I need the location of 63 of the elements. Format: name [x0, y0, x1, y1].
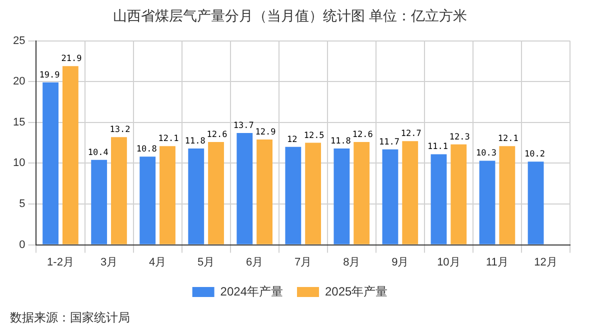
data-label: 10.4 — [88, 148, 108, 158]
data-label: 11.8 — [330, 136, 351, 146]
bar — [160, 146, 176, 244]
bar — [528, 162, 544, 244]
data-label: 19.9 — [39, 70, 60, 80]
data-label: 12.9 — [255, 127, 276, 138]
data-label: 13.7 — [233, 120, 254, 131]
bar — [450, 144, 467, 244]
bar — [236, 133, 253, 244]
data-label: 12.6 — [352, 130, 373, 140]
data-label: 12.7 — [400, 129, 422, 140]
source-note: 数据来源：国家统计局 — [10, 310, 130, 324]
bar — [111, 137, 127, 244]
x-tick-label: 8月 — [343, 256, 360, 268]
x-tick-label: 11月 — [486, 256, 508, 268]
bar — [354, 142, 370, 244]
x-tick-label: 10月 — [437, 256, 460, 268]
x-tick-label: 7月 — [294, 256, 312, 268]
data-label: 21.9 — [61, 54, 82, 64]
data-label: 11.1 — [428, 142, 448, 152]
data-label: 12.3 — [449, 132, 470, 142]
legend-label: 2025年产量 — [325, 284, 388, 298]
x-tick-label: 1-2月 — [47, 256, 74, 268]
x-tick-label: 5月 — [198, 256, 215, 268]
bar — [382, 149, 398, 244]
data-label: 10.8 — [136, 144, 157, 155]
chart-title: 山西省煤层气产量分月（当月值）统计图 单位：亿立方米 — [113, 7, 467, 24]
x-tick-label: 6月 — [246, 256, 264, 268]
bar — [140, 156, 156, 244]
bar — [256, 140, 272, 244]
bar — [430, 154, 447, 244]
x-tick-label: 3月 — [100, 256, 118, 268]
data-label: 12.1 — [498, 134, 518, 144]
bar — [479, 160, 496, 244]
bar — [42, 82, 59, 244]
data-label: 12.5 — [304, 130, 324, 141]
bar — [285, 146, 302, 244]
data-label: 13.2 — [110, 125, 130, 136]
bar — [188, 148, 204, 244]
y-tick-label: 25 — [12, 34, 26, 47]
y-tick-label: 5 — [19, 198, 26, 210]
data-label: 12 — [287, 134, 298, 145]
x-tick-label: 12月 — [534, 256, 558, 268]
bar — [91, 160, 108, 244]
y-tick-label: 10 — [12, 157, 26, 170]
bar — [305, 142, 322, 244]
y-tick-label: 15 — [12, 116, 26, 128]
legend-label: 2024年产量 — [220, 284, 284, 298]
bar — [208, 142, 224, 244]
x-tick-label: 4月 — [148, 256, 166, 268]
x-tick-label: 9月 — [392, 256, 409, 268]
data-label: 11.7 — [378, 137, 400, 148]
bar — [402, 141, 418, 244]
data-label: 11.8 — [184, 136, 206, 146]
bar — [62, 66, 78, 244]
bar — [499, 146, 516, 244]
y-tick-label: 0 — [19, 238, 26, 251]
data-label: 12.1 — [158, 134, 179, 144]
data-label: 10.3 — [476, 148, 497, 159]
y-tick-label: 20 — [12, 76, 26, 88]
data-label: 10.2 — [524, 150, 546, 160]
data-label: 12.6 — [206, 130, 228, 140]
bar — [334, 148, 350, 244]
